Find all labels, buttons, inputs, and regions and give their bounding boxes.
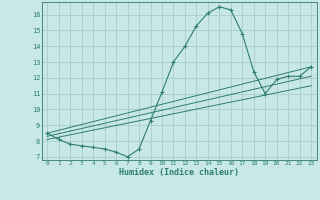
X-axis label: Humidex (Indice chaleur): Humidex (Indice chaleur) — [119, 168, 239, 177]
